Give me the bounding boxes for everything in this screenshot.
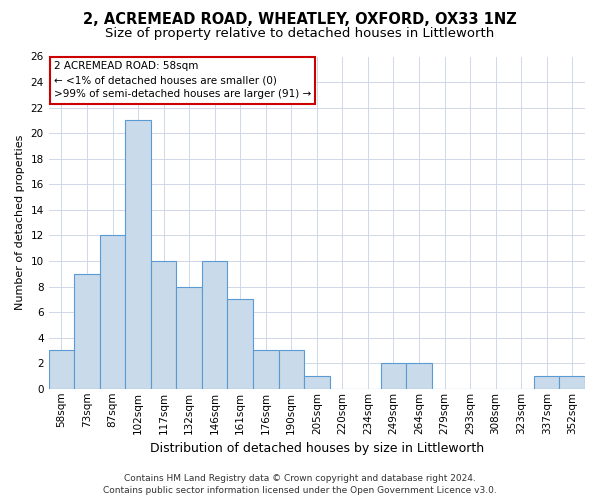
Bar [534,376,559,389]
Bar [253,350,278,389]
Bar [202,261,227,389]
Bar [227,300,253,389]
Bar [74,274,100,389]
Text: 2, ACREMEAD ROAD, WHEATLEY, OXFORD, OX33 1NZ: 2, ACREMEAD ROAD, WHEATLEY, OXFORD, OX33… [83,12,517,28]
Bar [278,350,304,389]
Text: Size of property relative to detached houses in Littleworth: Size of property relative to detached ho… [106,28,494,40]
Text: Contains HM Land Registry data © Crown copyright and database right 2024.
Contai: Contains HM Land Registry data © Crown c… [103,474,497,495]
Bar [380,363,406,389]
Bar [559,376,585,389]
X-axis label: Distribution of detached houses by size in Littleworth: Distribution of detached houses by size … [150,442,484,455]
Bar [49,350,74,389]
Text: 2 ACREMEAD ROAD: 58sqm
← <1% of detached houses are smaller (0)
>99% of semi-det: 2 ACREMEAD ROAD: 58sqm ← <1% of detached… [54,62,311,100]
Y-axis label: Number of detached properties: Number of detached properties [15,135,25,310]
Bar [151,261,176,389]
Bar [100,236,125,389]
Bar [304,376,329,389]
Bar [406,363,432,389]
Bar [125,120,151,389]
Bar [176,286,202,389]
